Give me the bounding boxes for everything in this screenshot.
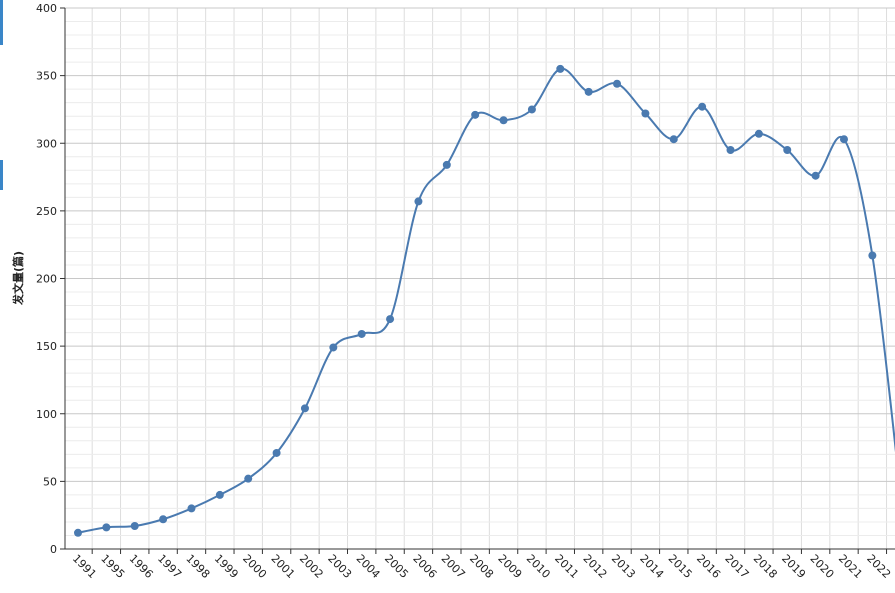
y-tick-label: 350 [36,70,57,83]
point [442,160,451,169]
point [471,110,480,119]
point [868,251,877,260]
point [102,523,111,532]
x-tick-label: 2022 [864,552,893,581]
y-tick-label: 400 [36,2,57,15]
point [187,504,196,513]
x-tick-label: 2008 [467,552,496,581]
point [613,79,622,88]
point [641,109,650,118]
x-tick-label: 2014 [637,552,666,581]
x-tick-label: 2010 [524,552,553,581]
point [74,528,82,537]
point [811,171,820,180]
x-tick-label: 2019 [779,552,808,581]
x-tick-label: 2012 [581,552,610,581]
y-tick-label: 200 [36,273,57,286]
point [754,129,763,138]
x-tick-label: 1999 [212,552,241,581]
point [527,105,536,114]
point [584,87,593,96]
point [669,135,678,144]
point [783,146,792,155]
x-tick-label: 2006 [410,552,439,581]
x-tick-label: 2000 [240,552,269,581]
edge-bar [0,160,3,190]
x-tick-label: 2017 [722,552,751,581]
line [77,67,895,534]
y-tick-label: 250 [36,205,57,218]
point [244,474,253,483]
grid [65,7,895,550]
y-tick-label: 50 [43,475,57,488]
x-tick-label: 2004 [354,552,383,581]
point [329,343,338,352]
edge-bar [0,0,3,45]
x-tick-label: 2013 [609,552,638,581]
point [386,315,395,324]
point [726,146,735,155]
point [357,329,366,338]
x-tick-label: 1996 [127,552,156,581]
y-tick-label: 100 [36,408,57,421]
x-tick-label: 2015 [666,552,695,581]
point [159,515,168,524]
y-tick-label: 0 [50,543,57,556]
point [272,448,281,457]
x-tick-label: 2005 [382,552,411,581]
x-tick-label: 2020 [807,552,836,581]
point [839,135,848,144]
point [300,404,309,413]
y-axis-label: 发文量(篇) [11,251,25,306]
point [499,116,508,125]
x-tick-label: 1995 [98,552,127,581]
x-tick-label: 2016 [694,552,723,581]
x-tick-label: 2021 [836,552,865,581]
x-tick-label: 2007 [439,552,468,581]
point [556,64,565,73]
x-tick-label: 2009 [495,552,524,581]
y-tick-label: 150 [36,340,57,353]
point [698,102,707,111]
x-tick-label: 2001 [268,552,297,581]
x-tick-label: 2011 [552,552,581,581]
x-tick-label: 1998 [183,552,212,581]
x-tick-label: 2002 [297,552,326,581]
point [215,490,224,499]
x-tick-label: 2003 [325,552,354,581]
x-tick-label: 1997 [155,552,184,581]
point [414,197,423,206]
x-tick-label: 1991 [70,552,99,581]
y-tick-label: 300 [36,137,57,150]
x-tick-label: 2018 [751,552,780,581]
point [130,522,139,531]
